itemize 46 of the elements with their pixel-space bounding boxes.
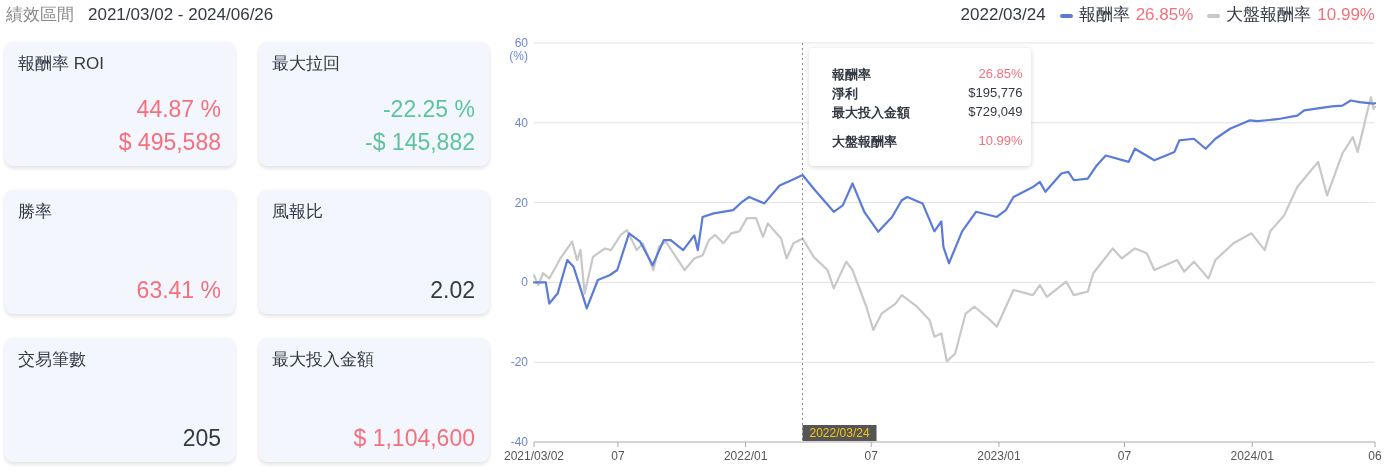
text: 風報比	[272, 201, 323, 223]
text: 2021/03/02 - 2024/06/26	[88, 5, 274, 24]
annotation: 10.99%	[978, 133, 1023, 148]
y-tick-label: 20	[514, 195, 529, 210]
text: 最大投入金額	[272, 349, 374, 371]
ref-line-label: 2022/03/24	[809, 426, 870, 440]
text: -$ 145,882	[365, 129, 475, 156]
annotation: 最大投入金額	[831, 104, 910, 122]
text: 績效區間	[6, 5, 74, 24]
text: $ 495,588	[118, 129, 221, 156]
text: 報酬率	[831, 67, 871, 82]
x-tick-label: 07	[1117, 449, 1132, 463]
x-tick-label: 2023/01	[977, 449, 1021, 463]
text: $ 1,104,600	[353, 425, 475, 452]
text: 2022/03/24	[960, 5, 1046, 24]
annotation: 26.85%	[978, 66, 1023, 81]
y-axis-title: (%)	[509, 49, 528, 63]
text: 44.87 %	[136, 96, 221, 123]
text: 63.41 %	[136, 277, 221, 304]
annotation: $729,049	[968, 104, 1023, 119]
x-tick-label: 2024/01	[1230, 449, 1275, 463]
legend-label: 大盤報酬率	[1226, 5, 1312, 24]
text: 交易筆數	[18, 349, 86, 371]
x-tick-label: 2021/03/02	[503, 449, 565, 463]
text: 10.99%	[1317, 5, 1375, 24]
text: 勝率	[18, 201, 52, 223]
x-tick-label: 2022/01	[723, 449, 768, 463]
annotation: 淨利	[831, 85, 858, 103]
text: 最大拉回	[272, 53, 340, 75]
x-tick-label: 06	[1368, 449, 1382, 463]
text: 26.85%	[1135, 5, 1194, 24]
y-tick-label: 60	[514, 36, 529, 50]
x-tick-label: 07	[864, 449, 879, 463]
y-tick-label: -40	[510, 435, 529, 449]
annotation: $195,776	[968, 85, 1023, 100]
text: 大盤報酬率	[831, 134, 897, 149]
legend-label: 報酬率	[1078, 5, 1130, 24]
x-tick-label: 07	[611, 449, 625, 463]
y-tick-label: -20	[510, 355, 529, 370]
line-series	[532, 99, 1377, 310]
text: 2.02	[430, 277, 475, 304]
y-tick-label: 40	[514, 115, 529, 130]
text: 報酬率 ROI	[18, 53, 104, 75]
y-tick-label: 0	[521, 275, 529, 290]
text: -22.25 %	[382, 96, 475, 123]
text: 205	[182, 425, 221, 452]
